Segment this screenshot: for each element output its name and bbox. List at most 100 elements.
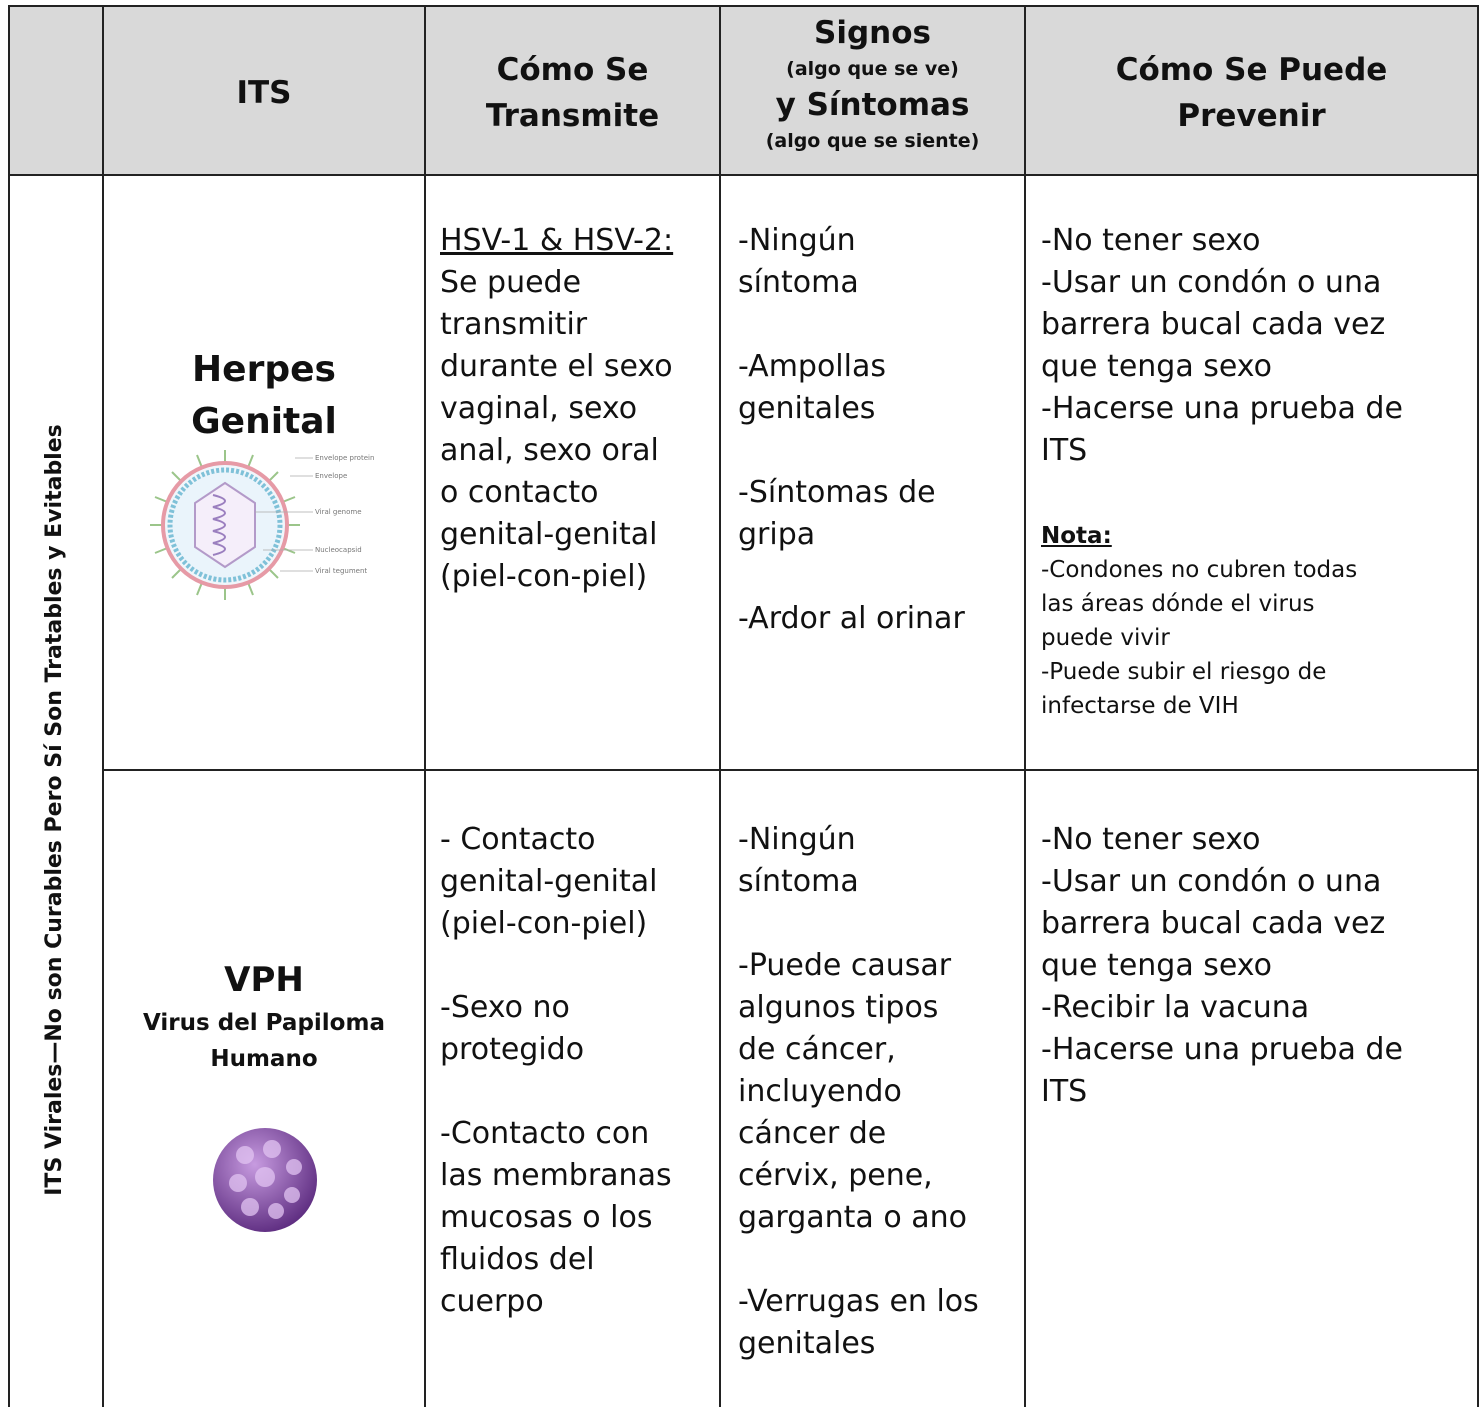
border: [1477, 5, 1479, 1407]
text-line: (piel-con-piel): [440, 906, 648, 941]
text-line: genital-genital: [440, 517, 658, 552]
text-line: -Ningún: [738, 822, 856, 857]
note-title: Nota:: [1041, 523, 1112, 549]
note-line: puede vivir: [1041, 625, 1170, 651]
header-line: y Síntomas: [775, 87, 970, 123]
header-signs: Signos (algo que se ve) y Síntomas (algo…: [720, 12, 1025, 156]
diagram-label: Envelope: [315, 472, 347, 480]
text-line: Se puede: [440, 265, 582, 300]
text-line: transmitir: [440, 307, 588, 342]
text-line: ITS: [1041, 433, 1088, 468]
its-name: VPH Virus del Papiloma Humano: [103, 955, 425, 1077]
text-line: incluyendo: [738, 1074, 902, 1109]
name-line: VPH: [224, 960, 304, 1000]
border: [102, 5, 104, 1407]
its-name: Herpes Genital: [103, 344, 425, 448]
herpes-diagram: Envelope protein Envelope Viral genome Nucl…: [150, 450, 374, 600]
border: [1024, 5, 1026, 1407]
text-line: síntoma: [738, 864, 859, 899]
border: [424, 5, 426, 1407]
text-line: -Usar un condón o una: [1041, 265, 1382, 300]
text-line: -Hacerse una prueba de: [1041, 391, 1403, 426]
border: [102, 769, 1479, 771]
spacer: [738, 556, 965, 598]
header-note: (algo que se ve): [786, 58, 959, 80]
header-line: Transmite: [485, 98, 660, 134]
text-line: que tenga sexo: [1041, 349, 1272, 384]
text-line: anal, sexo oral: [440, 433, 659, 468]
text-line: genital-genital: [440, 864, 658, 899]
text-line: -Síntomas de: [738, 475, 936, 510]
prevention-cell: -No tener sexo -Usar un condón o una barre…: [1041, 220, 1403, 472]
text-line: -Hacerse una prueba de: [1041, 1032, 1403, 1067]
text-line: algunos tipos: [738, 990, 939, 1025]
text-line: cuerpo: [440, 1284, 544, 1319]
header-line: Prevenir: [1177, 98, 1326, 134]
header-note: (algo que se siente): [765, 130, 980, 152]
spacer: [440, 1071, 672, 1113]
text-line: (piel-con-piel): [440, 559, 648, 594]
text-line: -No tener sexo: [1041, 223, 1261, 258]
border: [8, 174, 1479, 176]
text-line: vaginal, sexo: [440, 391, 638, 426]
header-line: Cómo Se: [496, 52, 649, 88]
text-line: las membranas: [440, 1158, 672, 1193]
text-line: durante el sexo: [440, 349, 673, 384]
text-line: mucosas o los: [440, 1200, 653, 1235]
header-bg: [8, 5, 1478, 175]
symptoms-cell: -Ningún síntoma -Puede causar algunos tipos…: [738, 819, 979, 1365]
text-line: - Contacto: [440, 822, 596, 857]
text-line: -Usar un condón o una: [1041, 864, 1382, 899]
note-line: -Condones no cubren todas: [1041, 557, 1358, 583]
text-line: garganta o ano: [738, 1200, 967, 1235]
text-line: fluidos del: [440, 1242, 595, 1277]
text-line: -No tener sexo: [1041, 822, 1261, 857]
diagram-label: Nucleocapsid: [315, 546, 362, 554]
prevention-cell: -No tener sexo -Usar un condón o una barre…: [1041, 819, 1403, 1113]
border: [8, 5, 1479, 7]
text-heading: HSV-1 & HSV-2:: [440, 223, 674, 258]
transmission-cell: HSV-1 & HSV-2: Se puede transmitir durante …: [440, 220, 673, 598]
text-line: protegido: [440, 1032, 585, 1067]
text-line: gripa: [738, 517, 816, 552]
diagram-label: Envelope protein: [315, 454, 374, 462]
text-line: ITS: [1041, 1074, 1088, 1109]
spacer: [738, 430, 965, 472]
spacer: [738, 304, 965, 346]
transmission-cell: - Contacto genital-genital (piel-con-piel)…: [440, 819, 672, 1323]
text-line: -Contacto con: [440, 1116, 650, 1151]
text-line: de cáncer,: [738, 1032, 896, 1067]
text-line: cérvix, pene,: [738, 1158, 933, 1193]
text-line: -Recibir la vacuna: [1041, 990, 1310, 1025]
text-line: -Ardor al orinar: [738, 601, 965, 636]
diagram-label: Viral genome: [315, 508, 362, 516]
border: [8, 5, 10, 1407]
side-label: ITS Virales—No son Curables Pero Sí Son …: [42, 424, 67, 1196]
text-line: -Puede causar: [738, 948, 952, 983]
header-line: Cómo Se Puede: [1115, 52, 1388, 88]
text-line: -Verrugas en los: [738, 1284, 979, 1319]
spacer: [738, 1239, 979, 1281]
header-prevention: Cómo Se Puede Prevenir: [1025, 47, 1478, 139]
text-line: barrera bucal cada vez: [1041, 906, 1386, 941]
text-line: genitales: [738, 391, 876, 426]
subtitle-line: Humano: [210, 1046, 318, 1072]
diagram-label: Viral tegument: [315, 567, 367, 575]
text-line: barrera bucal cada vez: [1041, 307, 1386, 342]
subtitle-line: Virus del Papiloma: [143, 1010, 385, 1036]
text-line: -Ningún: [738, 223, 856, 258]
note-line: infectarse de VIH: [1041, 693, 1239, 719]
text-line: o contacto: [440, 475, 599, 510]
text-line: que tenga sexo: [1041, 948, 1272, 983]
name-line: Herpes: [192, 349, 336, 390]
header-line: Signos: [814, 15, 931, 51]
name-line: Genital: [191, 401, 337, 442]
text-line: -Ampollas: [738, 349, 886, 384]
text-line: genitales: [738, 1326, 876, 1361]
symptoms-cell: -Ningún síntoma -Ampollas genitales -Síntoma…: [738, 220, 965, 640]
text-line: -Sexo no: [440, 990, 570, 1025]
hpv-image: [213, 1128, 317, 1232]
text-line: síntoma: [738, 265, 859, 300]
spacer: [440, 945, 672, 987]
